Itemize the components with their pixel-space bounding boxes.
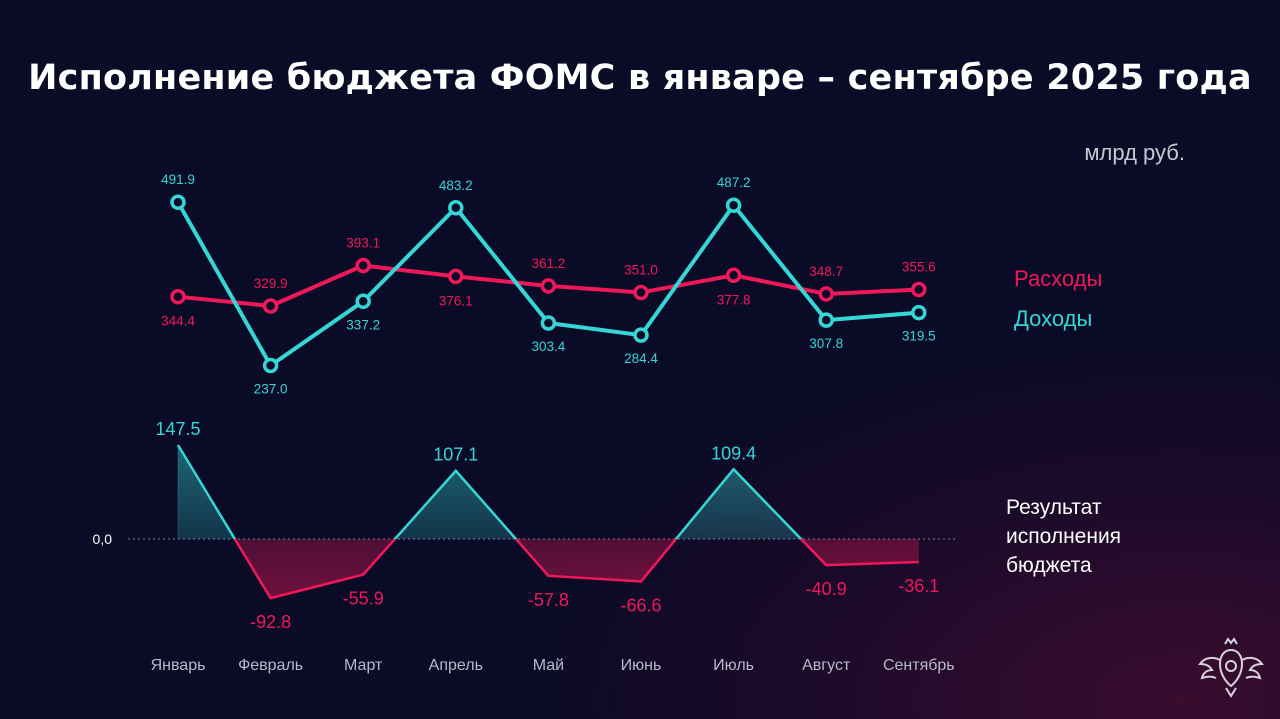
income-point	[911, 304, 927, 321]
result-line-negative	[233, 539, 919, 600]
income-data-label: 491.9	[161, 172, 195, 187]
expenses-data-label: 344.4	[161, 314, 195, 329]
result-data-label: -36.1	[898, 576, 939, 596]
expenses-point	[633, 284, 649, 301]
legend-income: Доходы	[1014, 306, 1093, 331]
expenses-point	[818, 286, 834, 302]
unit-label: млрд руб.	[1084, 140, 1185, 165]
result-data-label: 109.4	[711, 443, 756, 463]
income-point	[633, 327, 649, 343]
x-tick-label: Май	[533, 657, 564, 674]
x-tick-label: Февраль	[238, 657, 303, 674]
expenses-data-label: 351.0	[624, 262, 658, 277]
x-tick-label: Июль	[713, 657, 754, 674]
result-data-label: -92.8	[250, 612, 291, 632]
income-data-label: 237.0	[254, 382, 288, 397]
expenses-data-label: 329.9	[254, 276, 288, 291]
result-data-label: 107.1	[433, 445, 478, 465]
income-point	[262, 357, 279, 374]
income-data-label: 319.5	[902, 329, 936, 344]
income-point	[725, 197, 742, 213]
coat-of-arms-emblem	[1198, 637, 1264, 698]
page-title: Исполнение бюджета ФОМС в январе – сентя…	[28, 58, 1252, 98]
x-tick-label: Апрель	[429, 657, 483, 674]
expenses-data-label: 361.2	[532, 256, 566, 271]
result-legend-label: Результат исполнения бюджета	[1006, 496, 1122, 577]
x-tick-label: Март	[344, 657, 383, 674]
income-data-label: 487.2	[717, 175, 751, 190]
x-tick-label: Август	[802, 657, 851, 674]
x-tick-label: Январь	[151, 657, 206, 674]
expenses-point	[725, 267, 742, 284]
income-point	[355, 293, 371, 310]
expenses-data-label: 376.1	[439, 293, 473, 308]
income-data-label: 307.8	[809, 336, 843, 351]
expenses-point	[540, 278, 557, 294]
expenses-data-label: 348.7	[809, 264, 843, 279]
result-line-positive	[176, 444, 803, 539]
result-data-label: -66.6	[620, 595, 661, 615]
expenses-point	[355, 257, 371, 274]
expenses-data-label: 377.8	[717, 292, 751, 307]
income-point	[170, 194, 186, 210]
expenses-point	[448, 268, 464, 285]
income-data-label: 337.2	[346, 317, 380, 332]
expenses-data-label: 393.1	[346, 235, 380, 250]
zero-label: 0,0	[93, 531, 113, 547]
income-data-label: 483.2	[439, 178, 473, 193]
result-data-label: -57.8	[528, 590, 569, 610]
result-area-negative	[178, 539, 919, 599]
expenses-point	[170, 288, 186, 305]
income-point	[818, 312, 834, 328]
x-tick-label: Июнь	[621, 657, 662, 674]
income-data-label: 303.4	[532, 339, 566, 354]
expenses-point	[262, 298, 279, 314]
income-data-label: 284.4	[624, 351, 658, 366]
x-tick-label: Сентябрь	[883, 657, 955, 674]
expenses-data-label: 355.6	[902, 260, 936, 275]
result-data-label: -40.9	[806, 579, 847, 599]
legend-expenses: Расходы	[1014, 266, 1103, 291]
result-data-label: 147.5	[155, 419, 200, 439]
result-data-label: -55.9	[343, 589, 384, 609]
result-area-positive	[178, 445, 919, 539]
expenses-point	[911, 281, 927, 298]
income-point	[448, 200, 464, 216]
income-point	[540, 315, 557, 331]
